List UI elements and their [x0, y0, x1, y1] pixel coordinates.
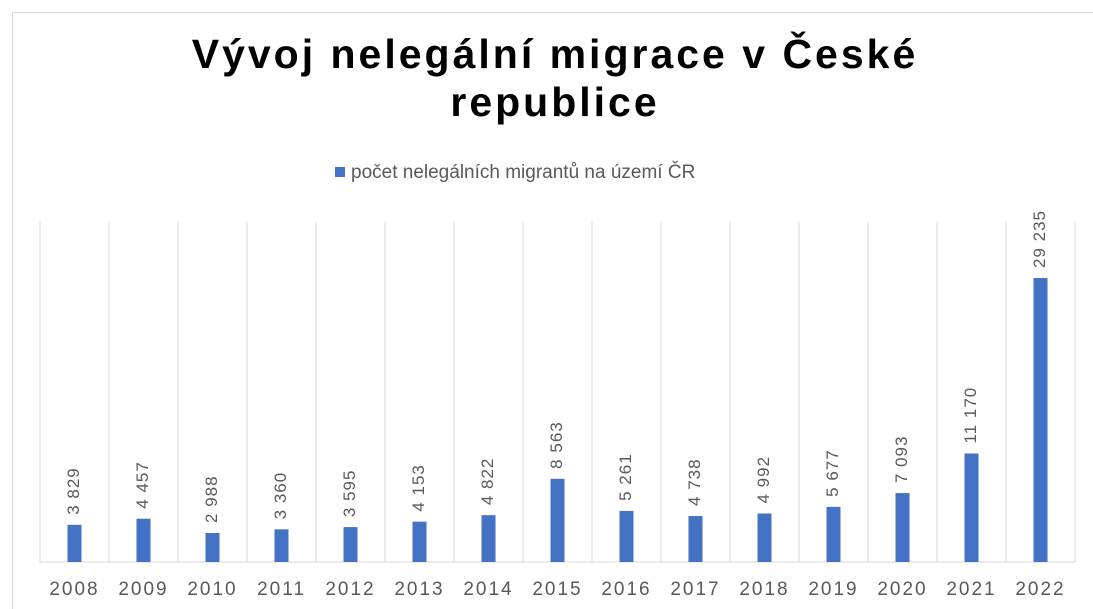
x-tick-label: 2019 — [808, 579, 858, 600]
data-label: 4 153 — [409, 464, 428, 512]
data-label: 29 235 — [1030, 210, 1049, 268]
data-label: 3 829 — [64, 467, 83, 515]
x-tick-label: 2015 — [532, 579, 582, 600]
x-tick-label: 2017 — [670, 579, 720, 600]
x-tick-label: 2021 — [946, 579, 996, 600]
x-tick-label: 2013 — [394, 579, 444, 600]
legend-label: počet nelegálních migrantů na území ČR — [351, 161, 695, 183]
bar — [619, 510, 634, 562]
data-label: 4 992 — [754, 456, 773, 504]
data-label: 4 822 — [478, 458, 497, 506]
bar — [67, 524, 82, 562]
data-label: 8 563 — [547, 421, 566, 469]
data-label: 3 595 — [340, 470, 359, 518]
data-label: 7 093 — [892, 436, 911, 484]
chart-title: Vývoj nelegální migrace v České republic… — [191, 31, 919, 125]
bar — [412, 521, 427, 562]
data-label: 4 457 — [133, 461, 152, 509]
bar — [343, 527, 358, 562]
data-label: 11 170 — [961, 387, 980, 444]
bar — [550, 478, 565, 562]
bar — [481, 515, 496, 562]
chart-border — [12, 12, 1093, 609]
x-tick-label: 2012 — [325, 579, 375, 600]
x-tick-label: 2020 — [877, 579, 927, 600]
data-label: 2 988 — [202, 475, 221, 523]
x-tick-label: 2016 — [601, 579, 651, 600]
data-label: 5 261 — [616, 453, 635, 501]
x-tick-label: 2011 — [257, 579, 306, 600]
x-tick-label: 2014 — [463, 579, 513, 600]
data-label: 5 677 — [823, 449, 842, 497]
x-tick-label: 2009 — [118, 579, 168, 600]
bar — [274, 529, 289, 562]
x-tick-label: 2010 — [187, 579, 237, 600]
bar — [826, 506, 841, 562]
bar — [1033, 278, 1048, 562]
bar — [895, 493, 910, 562]
x-tick-label: 2008 — [49, 579, 99, 600]
bar — [964, 453, 979, 562]
bar — [136, 518, 151, 562]
data-label: 3 360 — [271, 472, 290, 520]
data-label: 4 738 — [685, 458, 704, 506]
bar — [205, 532, 220, 562]
bar — [757, 513, 772, 562]
legend-swatch — [335, 167, 345, 177]
x-tick-label: 2018 — [739, 579, 789, 600]
x-tick-label: 2022 — [1015, 579, 1065, 600]
bar — [688, 515, 703, 562]
